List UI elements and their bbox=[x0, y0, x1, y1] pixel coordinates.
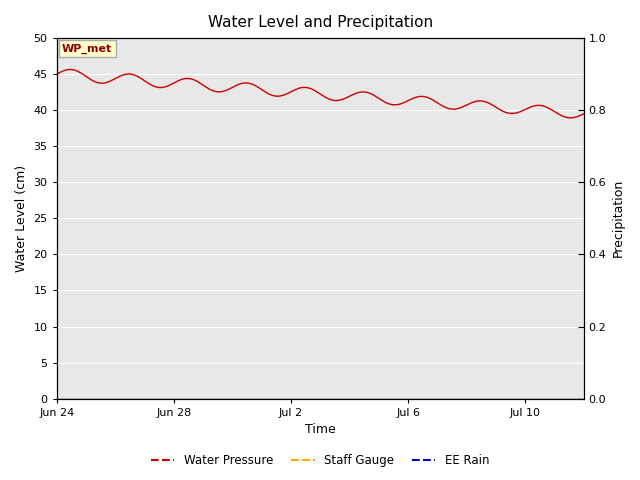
Y-axis label: Precipitation: Precipitation bbox=[612, 179, 625, 257]
Text: WP_met: WP_met bbox=[62, 44, 112, 54]
Title: Water Level and Precipitation: Water Level and Precipitation bbox=[208, 15, 433, 30]
Legend: Water Pressure, Staff Gauge, EE Rain: Water Pressure, Staff Gauge, EE Rain bbox=[146, 449, 494, 472]
Y-axis label: Water Level (cm): Water Level (cm) bbox=[15, 165, 28, 272]
X-axis label: Time: Time bbox=[305, 423, 335, 436]
